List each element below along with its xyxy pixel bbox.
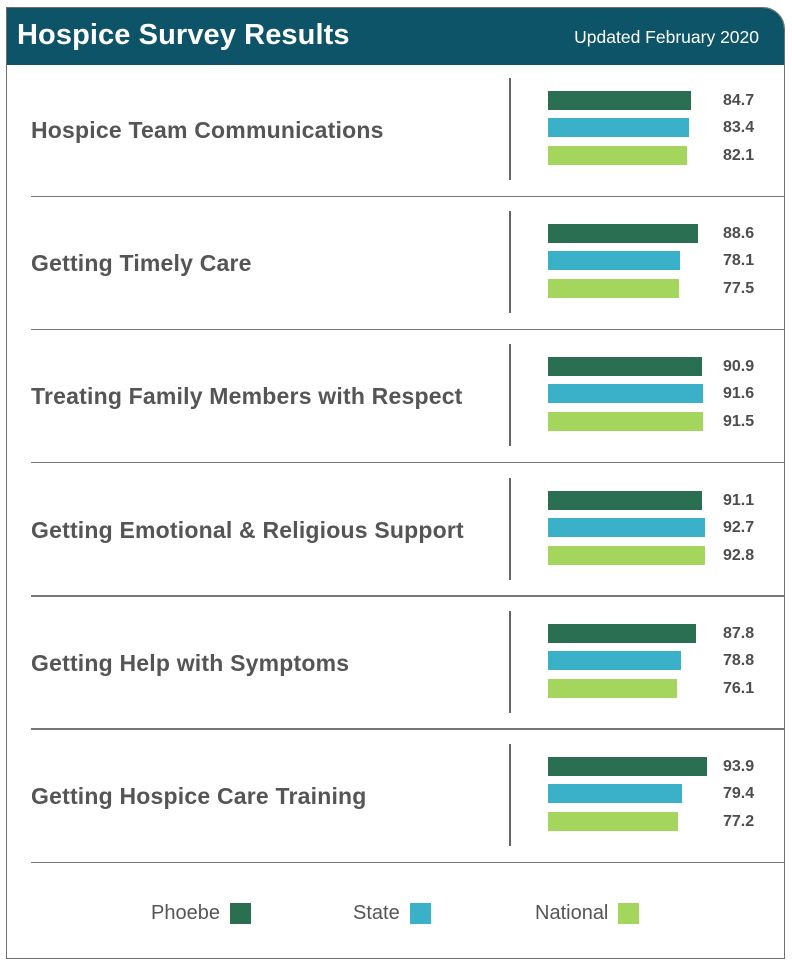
updated-date: Updated February 2020	[574, 27, 759, 47]
value-label-state: 79.4	[723, 785, 755, 802]
bar-state	[548, 251, 680, 271]
value-label-national: 92.8	[723, 546, 755, 564]
row-separator	[31, 861, 784, 863]
legend-item-phoebe: Phoebe	[151, 902, 251, 925]
value-label-national: 76.1	[723, 679, 755, 697]
bar-phoebe	[548, 490, 702, 510]
value-label-state: 91.6	[723, 385, 755, 403]
axis-divider	[509, 477, 511, 580]
category-label: Getting Hospice Care Training	[31, 783, 367, 809]
bar-national	[548, 812, 678, 831]
bar-national	[548, 545, 705, 565]
legend-swatch-state	[409, 903, 431, 924]
legend-item-state: State	[353, 902, 431, 925]
chart-row: Getting Help with Symptoms 87.8 78.8 76.1	[7, 597, 784, 730]
bar-national	[548, 279, 679, 299]
chart-row: Hospice Team Communications 84.7 83.4 82.1	[7, 64, 784, 197]
category-label: Getting Help with Symptoms	[31, 649, 350, 676]
legend-label-phoebe: Phoebe	[151, 902, 220, 924]
chart-row: Getting Hospice Care Training 93.9 79.4 77.…	[7, 730, 784, 863]
row-separator	[31, 728, 784, 730]
value-label-phoebe: 90.9	[723, 358, 755, 376]
legend-item-national: National	[535, 902, 640, 925]
axis-divider	[509, 744, 511, 846]
category-label: Getting Timely Care	[31, 250, 252, 277]
row-separator	[31, 328, 784, 331]
category-label: Getting Emotional & Religious Support	[31, 516, 464, 543]
bar-phoebe	[548, 623, 696, 643]
axis-divider	[509, 78, 511, 180]
chart-legend: Phoebe State National	[7, 888, 784, 938]
row-separator	[31, 595, 784, 597]
bar-national	[548, 412, 703, 432]
row-separator	[31, 461, 784, 464]
bar-state	[548, 650, 681, 670]
axis-divider	[509, 344, 511, 447]
value-label-state: 83.4	[723, 119, 755, 136]
survey-card: Hospice Survey Results Updated February …	[6, 7, 785, 959]
bar-state	[548, 784, 682, 803]
value-label-national: 91.5	[723, 413, 755, 431]
value-label-phoebe: 87.8	[723, 624, 755, 642]
row-separator	[31, 195, 784, 197]
chart-row: Getting Emotional & Religious Support 91.…	[7, 464, 784, 597]
legend-label-state: State	[353, 902, 400, 924]
value-label-phoebe: 93.9	[723, 758, 755, 775]
value-label-state: 78.8	[723, 651, 755, 669]
bar-phoebe	[548, 224, 698, 244]
legend-swatch-national	[618, 903, 640, 924]
legend-label-national: National	[535, 902, 609, 924]
value-label-state: 78.1	[723, 252, 755, 270]
value-label-national: 82.1	[723, 147, 755, 164]
axis-divider	[509, 211, 511, 314]
chart-row: Getting Timely Care 88.6 78.1 77.5	[7, 197, 784, 331]
value-label-phoebe: 91.1	[723, 491, 755, 509]
page-title: Hospice Survey Results	[17, 19, 350, 51]
category-label: Hospice Team Communications	[31, 117, 384, 143]
value-label-national: 77.5	[723, 280, 755, 298]
axis-divider	[509, 610, 511, 713]
value-label-phoebe: 88.6	[723, 225, 755, 243]
bar-state	[548, 384, 703, 404]
value-label-national: 77.2	[723, 813, 755, 830]
bar-national	[548, 146, 687, 165]
header-bar: Hospice Survey Results Updated February …	[7, 8, 784, 65]
bar-phoebe	[548, 357, 702, 377]
category-label: Treating Family Members with Respect	[31, 383, 463, 410]
chart-row: Treating Family Members with Respect 90.9…	[7, 330, 784, 464]
legend-swatch-phoebe	[229, 903, 251, 924]
bar-phoebe	[548, 757, 707, 776]
value-label-phoebe: 84.7	[723, 92, 755, 109]
bar-state	[548, 118, 689, 137]
bar-phoebe	[548, 91, 691, 110]
bar-state	[548, 517, 705, 537]
value-label-state: 92.7	[723, 518, 755, 536]
bar-national	[548, 678, 677, 698]
